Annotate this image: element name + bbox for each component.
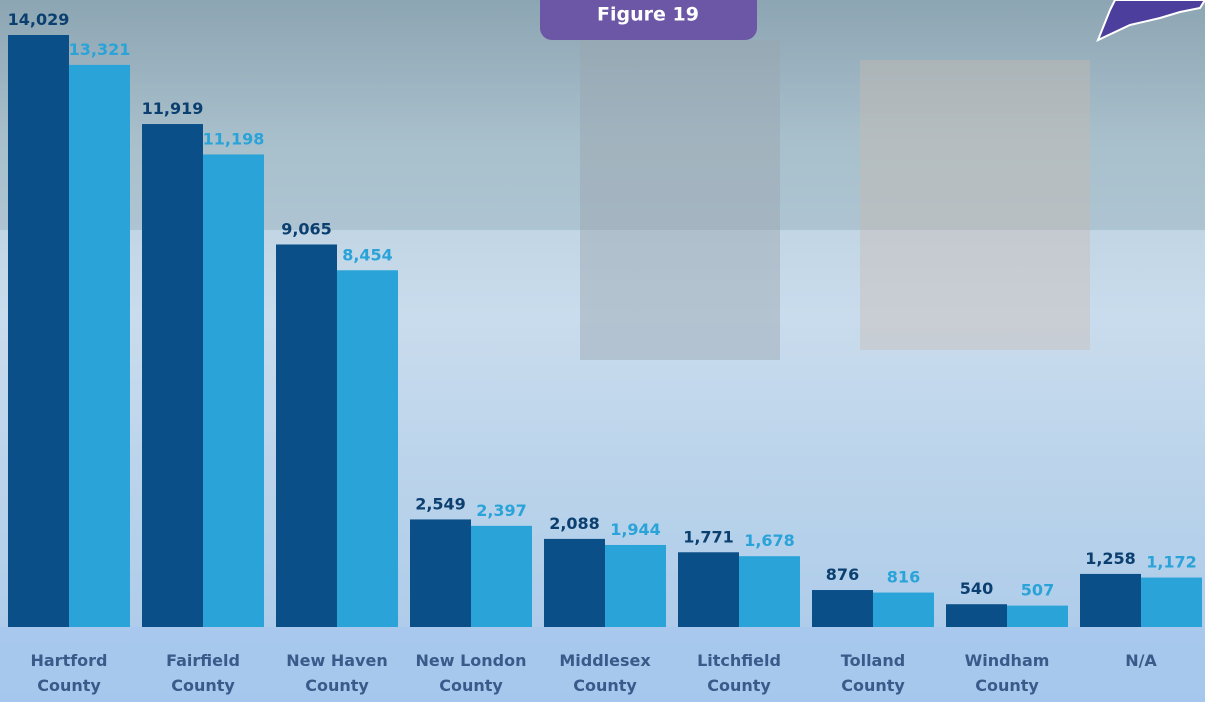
bar [69,65,130,627]
x-tick-label: Fairfield County [143,648,263,698]
bar [678,552,739,627]
bar [812,590,873,627]
bar [873,593,934,627]
chart-title: Figure 19 [597,4,699,26]
bar [142,124,203,627]
bar [739,556,800,627]
value-label: 1,258 [1085,549,1136,568]
bar [946,604,1007,627]
value-label: 1,172 [1146,553,1197,572]
x-tick-label: New London County [411,648,531,698]
value-label: 13,321 [69,40,131,59]
value-label: 816 [887,568,920,587]
bar [1007,606,1068,627]
x-tick-label: Hartford County [9,648,129,698]
x-tick-label: Middlesex County [545,648,665,698]
value-label: 9,065 [281,219,332,238]
bar [605,545,666,627]
value-label: 2,088 [549,514,600,533]
bar [471,526,532,627]
x-tick-label: Windham County [947,648,1067,698]
x-tick-label: N/A [1081,648,1201,673]
bar [337,270,398,627]
bar [410,519,471,627]
bar [1080,574,1141,627]
x-tick-label: New Haven County [277,648,397,698]
value-label: 2,397 [476,501,527,520]
page: Figure 19 14,029 13,321 11,919 11,198 9,065 8… [0,0,1205,702]
value-label: 11,198 [203,129,265,148]
bar [544,539,605,627]
value-label: 1,678 [744,531,795,550]
value-label: 14,029 [8,10,70,29]
bar [1141,578,1202,627]
bar [203,154,264,627]
bar [276,244,337,627]
value-label: 1,944 [610,520,661,539]
x-tick-label: Tolland County [813,648,933,698]
value-label: 540 [960,579,993,598]
bar [8,35,69,627]
x-tick-label: Litchfield County [679,648,799,698]
value-label: 507 [1021,581,1054,600]
chart: Figure 19 14,029 13,321 11,919 11,198 9,065 8… [0,0,1205,702]
background-photo [580,40,780,360]
value-label: 1,771 [683,527,734,546]
value-label: 8,454 [342,245,393,264]
value-label: 876 [826,565,859,584]
value-label: 2,549 [415,494,466,513]
value-label: 11,919 [142,99,204,118]
background-photo [860,60,1090,350]
